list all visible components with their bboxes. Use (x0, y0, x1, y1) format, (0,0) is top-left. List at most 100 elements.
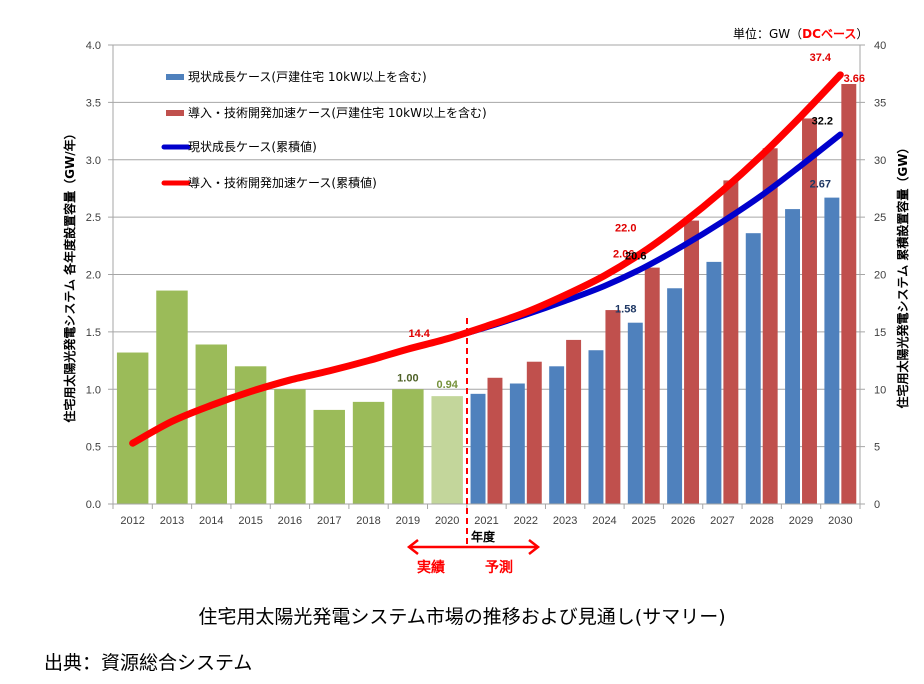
y-right-tick-label: 30 (874, 155, 886, 167)
y-left-tick-label: 0.0 (86, 499, 101, 511)
legend-label-current-line: 現状成長ケース(累積値) (188, 139, 317, 154)
axes: 0.00.51.01.52.02.53.03.54.00510152025303… (86, 40, 887, 527)
unit-prefix: 単位：GW（ (733, 26, 802, 41)
x-tick-label: 2015 (238, 515, 262, 527)
line-accelerated-case-cumulative (129, 71, 844, 447)
data-label: 32.2 (812, 116, 833, 128)
x-tick-label: 2030 (828, 515, 852, 527)
y-left-tick-label: 3.0 (86, 155, 101, 167)
legend-swatch-red-bar (166, 110, 184, 116)
x-tick-label: 2021 (474, 515, 498, 527)
forecast-label: 予測 (485, 559, 513, 576)
bar-current-case (549, 366, 565, 504)
bar-actual (156, 290, 188, 504)
y-left-tick-label: 2.0 (86, 270, 101, 282)
x-tick-label: 2013 (160, 515, 184, 527)
y-left-tick-label: 1.5 (86, 327, 101, 339)
x-tick-label: 2019 (396, 515, 420, 527)
x-tick-label: 2014 (199, 515, 223, 527)
bar-current-case (509, 383, 525, 504)
cumulative-lines (129, 71, 844, 447)
bar-current-case (588, 350, 604, 504)
bar-accelerated-case (566, 339, 582, 504)
data-label: 2.06 (613, 249, 634, 261)
bar-actual (431, 396, 463, 504)
bar-accelerated-case (802, 118, 817, 504)
y-left-tick-label: 3.5 (86, 97, 101, 109)
bar-current-case (627, 322, 643, 504)
bar-accelerated-case (644, 267, 660, 504)
y-right-tick-label: 15 (874, 327, 886, 339)
y-left-tick-label: 2.5 (86, 212, 101, 224)
y-right-tick-label: 10 (874, 384, 886, 396)
arrow-right-head (528, 539, 541, 555)
bar-accelerated-case (762, 148, 778, 504)
bar-accelerated-case (841, 84, 857, 504)
x-tick-label: 2027 (710, 515, 734, 527)
x-tick-label: 2020 (435, 515, 459, 527)
data-label: 14.4 (408, 328, 430, 340)
bar-accelerated-case (487, 377, 503, 504)
y-left-tick-label: 0.5 (86, 442, 101, 454)
x-tick-label: 2018 (356, 515, 380, 527)
bar-actual (274, 389, 306, 504)
data-label: 3.66 (844, 73, 865, 85)
y-right-tick-label: 5 (874, 442, 880, 454)
x-axis-title: 年度 (471, 529, 496, 544)
data-label: 22.0 (615, 223, 636, 235)
bar-accelerated-case (605, 310, 621, 504)
y-axis-left-title: 住宅用太陽光発電システム 各年度設置容量（GW/年） (62, 127, 77, 422)
y-axis-right-title: 住宅用太陽光発電システム 累積設置容量（GW） (895, 142, 910, 409)
bar-actual (313, 409, 345, 504)
x-tick-label: 2012 (120, 515, 144, 527)
y-right-tick-label: 25 (874, 212, 886, 224)
y-right-tick-label: 20 (874, 270, 886, 282)
data-label: 1.58 (615, 304, 636, 316)
x-tick-label: 2026 (671, 515, 695, 527)
legend: 現状成長ケース(戸建住宅 10kW以上を含む) 導入・技術開発加速ケース(戸建住… (161, 69, 487, 190)
x-tick-label: 2029 (789, 515, 813, 527)
y-right-tick-label: 40 (874, 40, 886, 52)
bar-current-case (706, 261, 722, 504)
x-tick-label: 2024 (592, 515, 616, 527)
data-label: 37.4 (810, 52, 832, 64)
legend-label-current-bar: 現状成長ケース(戸建住宅 10kW以上を含む) (188, 69, 427, 84)
bar-actual (116, 352, 149, 504)
legend-label-accel-line: 導入・技術開発加速ケース(累積値) (188, 175, 377, 190)
data-label: 20.6 (625, 251, 646, 263)
unit-note: 単位：GW（DCベース） (733, 26, 868, 41)
source-credit: 出典：資源総合システム (44, 652, 253, 674)
y-left-tick-label: 1.0 (86, 384, 101, 396)
y-right-tick-label: 0 (874, 499, 880, 511)
data-label: 2.67 (810, 179, 831, 191)
unit-suffix: ） (856, 27, 868, 41)
y-left-tick-label: 4.0 (86, 40, 101, 52)
x-tick-label: 2023 (553, 515, 577, 527)
actual-label: 実績 (417, 559, 445, 576)
bar-accelerated-case (526, 361, 542, 504)
x-tick-label: 2022 (514, 515, 538, 527)
legend-label-accel-bar: 導入・技術開発加速ケース(戸建住宅 10kW以上を含む) (188, 105, 487, 120)
x-tick-label: 2028 (749, 515, 773, 527)
actual-forecast-annotation: 年度 実績 予測 (406, 318, 541, 576)
legend-swatch-blue-bar (166, 74, 184, 80)
x-tick-label: 2017 (317, 515, 341, 527)
bar-accelerated-case (723, 180, 739, 504)
data-label: 1.00 (397, 372, 418, 384)
bars (116, 84, 857, 504)
data-label: 0.94 (436, 379, 458, 391)
bar-current-case (745, 233, 761, 504)
bar-accelerated-case (684, 220, 700, 504)
unit-highlight: DCベース (802, 27, 856, 41)
chart-caption: 住宅用太陽光発電システム市場の推移および見通し(サマリー) (198, 606, 726, 628)
chart: 0.00.51.01.52.02.53.03.54.00510152025303… (62, 26, 910, 576)
x-tick-label: 2025 (632, 515, 656, 527)
bar-actual (195, 344, 228, 504)
bar-current-case (667, 288, 683, 504)
y-right-tick-label: 35 (874, 97, 886, 109)
bar-current-case (470, 393, 486, 504)
arrow-left-head (406, 539, 419, 555)
bar-actual (392, 389, 424, 504)
bar-current-case (824, 197, 840, 504)
bar-current-case (785, 209, 801, 504)
